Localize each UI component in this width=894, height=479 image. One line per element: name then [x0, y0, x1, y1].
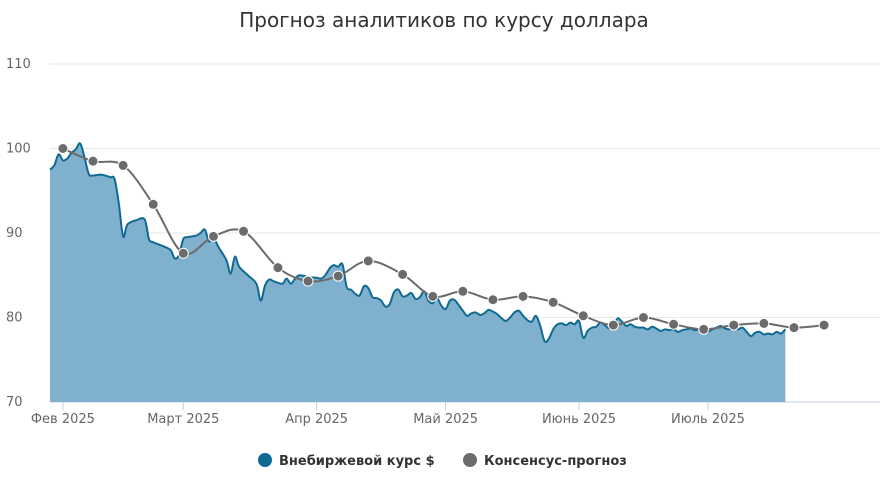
y-tick-label: 80 — [6, 311, 23, 326]
exchange-rate-area — [50, 143, 786, 402]
x-tick-label: Март 2025 — [147, 412, 219, 427]
x-tick-label: Июль 2025 — [671, 412, 745, 427]
legend-label: Консенсус-прогноз — [484, 454, 627, 469]
consensus-point[interactable] — [487, 294, 499, 306]
consensus-point[interactable] — [607, 319, 619, 331]
y-tick-label: 70 — [6, 395, 23, 410]
consensus-point[interactable] — [818, 319, 830, 331]
consensus-point[interactable] — [177, 247, 189, 259]
x-tick-label: Июнь 2025 — [542, 412, 616, 427]
legend-marker — [258, 453, 272, 467]
consensus-point[interactable] — [147, 198, 159, 210]
y-tick-label: 100 — [6, 142, 31, 157]
consensus-point[interactable] — [397, 268, 409, 280]
consensus-point[interactable] — [427, 290, 439, 302]
consensus-point[interactable] — [637, 312, 649, 323]
consensus-point[interactable] — [577, 310, 589, 322]
consensus-point[interactable] — [517, 290, 529, 302]
consensus-point[interactable] — [332, 270, 344, 282]
consensus-point[interactable] — [87, 155, 99, 167]
consensus-point[interactable] — [238, 225, 250, 237]
consensus-point[interactable] — [57, 143, 69, 154]
consensus-point[interactable] — [758, 317, 770, 329]
consensus-point[interactable] — [788, 322, 800, 334]
legend-item-exchange[interactable]: Внебиржевой курс $ — [258, 453, 435, 469]
consensus-point[interactable] — [302, 275, 314, 287]
legend[interactable]: Внебиржевой курс $ Консенсус-прогноз — [258, 453, 627, 469]
consensus-point[interactable] — [728, 319, 740, 331]
y-tick-label: 110 — [6, 57, 31, 72]
consensus-point[interactable] — [272, 262, 284, 274]
x-axis: Фев 2025 Март 2025 Апр 2025 Май 2025 Июнь 20… — [31, 402, 745, 427]
consensus-point[interactable] — [207, 230, 219, 242]
x-tick-label: Фев 2025 — [31, 412, 95, 427]
consensus-point[interactable] — [117, 159, 129, 171]
chart-title: Прогноз аналитиков по курсу доллара — [239, 8, 649, 32]
consensus-point[interactable] — [698, 323, 710, 335]
legend-marker — [463, 453, 477, 467]
plot-area — [49, 142, 830, 402]
y-tick-label: 90 — [6, 226, 23, 241]
consensus-point[interactable] — [362, 255, 374, 267]
consensus-point[interactable] — [457, 285, 469, 297]
consensus-point[interactable] — [547, 296, 559, 308]
legend-label: Внебиржевой курс $ — [279, 454, 435, 469]
y-axis: 70 80 90 100 110 — [6, 57, 31, 410]
consensus-point[interactable] — [668, 318, 680, 330]
x-tick-label: Май 2025 — [413, 412, 478, 427]
x-tick-label: Апр 2025 — [285, 412, 348, 427]
legend-item-consensus[interactable]: Консенсус-прогноз — [463, 453, 627, 469]
